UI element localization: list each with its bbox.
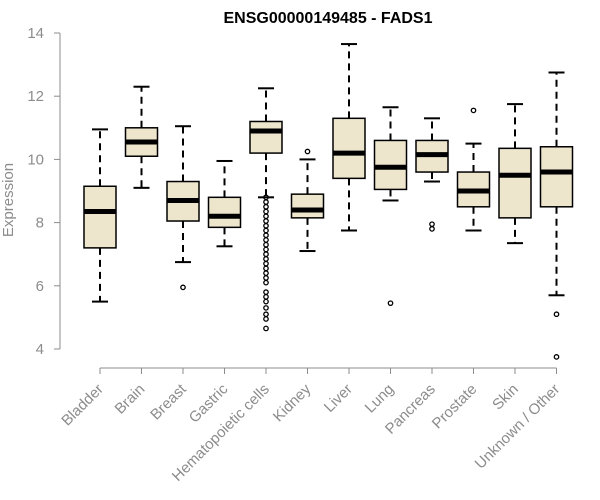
y-tick-label: 4 [36, 341, 44, 358]
outlier-point [263, 241, 269, 248]
outlier-point [263, 218, 269, 224]
box-iqr [83, 185, 117, 249]
outlier-point [263, 311, 269, 318]
box-iqr [539, 146, 574, 208]
outlier-point [263, 237, 269, 243]
box-breast [166, 125, 200, 291]
outlier-point [263, 203, 269, 210]
box-iqr [332, 117, 366, 180]
box-lung [373, 106, 408, 307]
box-pancreas [415, 117, 449, 232]
outlier-point [553, 311, 560, 318]
x-tick-label: Lung [362, 381, 398, 417]
outlier-point [263, 227, 269, 234]
outlier-point [263, 265, 269, 272]
box-iqr [207, 196, 242, 229]
outlier-point [553, 354, 560, 360]
box-skin [498, 103, 532, 245]
box-iqr [249, 120, 283, 154]
box-unknown-other [539, 71, 574, 360]
x-tick-label: Kidney [270, 380, 315, 425]
box-bladder [83, 128, 117, 303]
outlier-point [263, 279, 269, 286]
outlier-point [429, 226, 435, 232]
outlier-point [180, 284, 186, 291]
outlier-point [263, 260, 269, 267]
box-kidney [290, 148, 325, 253]
box-iqr [290, 193, 325, 219]
x-tick-label: Brain [112, 381, 149, 418]
y-tick-label: 14 [27, 25, 44, 42]
outlier-point [263, 305, 269, 311]
y-axis: 4 6 8 10 12 14 [27, 25, 61, 358]
x-tick-label: Skin [489, 381, 522, 414]
outlier-point [263, 199, 269, 205]
y-tick-label: 6 [36, 278, 44, 295]
outlier-point [304, 148, 311, 155]
outlier-point [263, 270, 269, 277]
outlier-point [263, 208, 269, 215]
chart-title: ENSG00000149485 - FADS1 [223, 10, 432, 27]
outlier-point [387, 300, 394, 307]
outlier-point [263, 246, 269, 253]
outlier-point [263, 316, 269, 322]
box-gastric [207, 159, 242, 248]
outlier-point [470, 107, 477, 114]
outlier-point [263, 213, 269, 220]
boxes-group [83, 43, 574, 360]
box-liver [332, 43, 366, 232]
x-tick-label: Prostate [429, 381, 481, 433]
outlier-point [263, 325, 269, 332]
y-tick-label: 8 [36, 215, 44, 232]
box-iqr [498, 147, 532, 219]
x-tick-label: Liver [321, 381, 356, 416]
box-prostate [456, 107, 491, 232]
x-tick-label: Breast [147, 380, 190, 423]
outlier-point [263, 232, 269, 239]
y-tick-label: 10 [27, 151, 44, 168]
outlier-point [263, 251, 269, 258]
outlier-point [263, 275, 269, 281]
box-brain [124, 85, 159, 189]
outlier-point [429, 221, 435, 228]
y-tick-label: 12 [27, 88, 44, 105]
outlier-point [263, 289, 269, 295]
outlier-point [263, 298, 269, 305]
outlier-point [263, 256, 269, 262]
y-axis-label: Expression [0, 163, 17, 237]
outlier-point [263, 294, 269, 300]
outlier-point [263, 222, 269, 229]
x-tick-label: Bladder [58, 381, 107, 430]
box-hematopoietic-cells [249, 87, 283, 332]
